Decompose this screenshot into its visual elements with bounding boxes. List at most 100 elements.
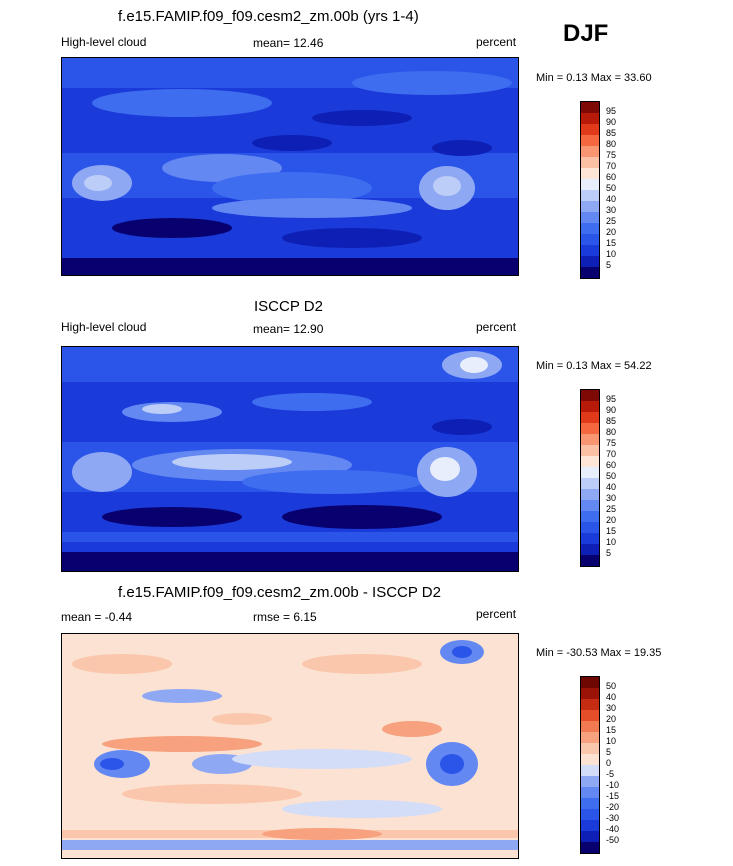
colorbar-swatch bbox=[581, 710, 599, 721]
colorbar-tick-label: -30 bbox=[606, 813, 620, 823]
season-label: DJF bbox=[563, 20, 609, 47]
colorbar-tick-label: 85 bbox=[606, 416, 617, 426]
colorbar-swatch bbox=[581, 157, 599, 168]
colorbar-tick-label: 90 bbox=[606, 405, 617, 415]
colorbar-swatch bbox=[581, 699, 599, 710]
panel1-variable-label: High-level cloud bbox=[61, 35, 147, 49]
colorbar-tick-label: 90 bbox=[606, 117, 617, 127]
colorbar-tick-label: 5 bbox=[606, 260, 612, 270]
colorbar-tick-label: 70 bbox=[606, 449, 617, 459]
colorbar-swatch bbox=[581, 776, 599, 787]
colorbar-swatch bbox=[581, 434, 599, 445]
colorbar-swatch bbox=[581, 212, 599, 223]
panel1-field bbox=[62, 58, 518, 275]
colorbar-swatch bbox=[581, 831, 599, 842]
panel2-units: percent bbox=[476, 320, 517, 334]
colorbar-swatch bbox=[581, 179, 599, 190]
colorbar-tick-label: 30 bbox=[606, 703, 617, 713]
colorbar-tick-label: 15 bbox=[606, 526, 617, 536]
colorbar-tick-label: 70 bbox=[606, 161, 617, 171]
colorbar-swatch bbox=[581, 478, 599, 489]
colorbar-swatch bbox=[581, 555, 599, 566]
colorbar-swatch bbox=[581, 721, 599, 732]
colorbar-swatch bbox=[581, 445, 599, 456]
colorbar-swatch bbox=[581, 754, 599, 765]
colorbar-swatch bbox=[581, 732, 599, 743]
colorbar-swatch bbox=[581, 533, 599, 544]
colorbar-tick-label: 20 bbox=[606, 227, 617, 237]
panel2-variable-label: High-level cloud bbox=[61, 320, 147, 334]
colorbar-tick-label: 50 bbox=[606, 471, 617, 481]
colorbar-tick-label: 60 bbox=[606, 172, 617, 182]
panel2-map bbox=[61, 346, 519, 572]
colorbar-tick-label: -5 bbox=[606, 769, 615, 779]
colorbar-swatch bbox=[581, 820, 599, 831]
colorbar-tick-label: 50 bbox=[606, 183, 617, 193]
colorbar-tick-label: 10 bbox=[606, 537, 617, 547]
colorbar-tick-label: -20 bbox=[606, 802, 620, 812]
colorbar-swatch bbox=[581, 390, 599, 401]
colorbar-tick-label: 10 bbox=[606, 736, 617, 746]
panel1-minmax: Min = 0.13 Max = 33.60 bbox=[536, 72, 652, 84]
colorbar-swatch bbox=[581, 765, 599, 776]
colorbar-swatch bbox=[581, 809, 599, 820]
colorbar-tick-label: 60 bbox=[606, 460, 617, 470]
colorbar-tick-label: -15 bbox=[606, 791, 620, 801]
colorbar-swatch bbox=[581, 677, 599, 688]
panel3-rmse: rmse = 6.15 bbox=[253, 610, 317, 624]
colorbar-tick-label: 40 bbox=[606, 482, 617, 492]
colorbar-tick-label: 80 bbox=[606, 427, 617, 437]
colorbar-swatch bbox=[581, 267, 599, 278]
colorbar-tick-label: 10 bbox=[606, 249, 617, 259]
colorbar-tick-label: 0 bbox=[606, 758, 612, 768]
colorbar-tick-label: 30 bbox=[606, 205, 617, 215]
colorbar-swatch bbox=[581, 102, 599, 113]
colorbar-tick-label: 40 bbox=[606, 194, 617, 204]
colorbar-tick-label: -50 bbox=[606, 835, 620, 845]
panel1-mean: mean= 12.46 bbox=[253, 36, 324, 50]
colorbar-tick-label: -10 bbox=[606, 780, 620, 790]
panel3-map bbox=[61, 633, 519, 859]
colorbar-swatch bbox=[581, 489, 599, 500]
colorbar-swatch bbox=[581, 544, 599, 555]
colorbar-tick-label: 20 bbox=[606, 714, 617, 724]
colorbar-swatch bbox=[581, 256, 599, 267]
colorbar-tick-label: 40 bbox=[606, 692, 617, 702]
colorbar-tick-label: 95 bbox=[606, 394, 617, 404]
colorbar-tick-label: 75 bbox=[606, 438, 617, 448]
colorbar-swatch bbox=[581, 412, 599, 423]
colorbar-swatch bbox=[581, 401, 599, 412]
panel2-field bbox=[62, 347, 518, 571]
colorbar-tick-label: 20 bbox=[606, 515, 617, 525]
colorbar-swatch bbox=[581, 135, 599, 146]
panel2-title: ISCCP D2 bbox=[254, 298, 323, 315]
colorbar-swatch bbox=[581, 190, 599, 201]
colorbar-swatch bbox=[581, 842, 599, 853]
panel1-colorbar bbox=[580, 101, 600, 279]
colorbar-swatch bbox=[581, 798, 599, 809]
colorbar-swatch bbox=[581, 124, 599, 135]
panel3-units: percent bbox=[476, 607, 517, 621]
panel1-title: f.e15.FAMIP.f09_f09.cesm2_zm.00b (yrs 1-… bbox=[118, 8, 419, 25]
colorbar-swatch bbox=[581, 500, 599, 511]
panel2-colorbar bbox=[580, 389, 600, 567]
colorbar-tick-label: 50 bbox=[606, 681, 617, 691]
colorbar-tick-label: 80 bbox=[606, 139, 617, 149]
colorbar-swatch bbox=[581, 522, 599, 533]
colorbar-tick-label: 30 bbox=[606, 493, 617, 503]
colorbar-swatch bbox=[581, 423, 599, 434]
panel3-minmax: Min = -30.53 Max = 19.35 bbox=[536, 647, 662, 659]
colorbar-tick-label: 25 bbox=[606, 504, 617, 514]
colorbar-swatch bbox=[581, 787, 599, 798]
colorbar-swatch bbox=[581, 245, 599, 256]
colorbar-swatch bbox=[581, 113, 599, 124]
colorbar-swatch bbox=[581, 168, 599, 179]
colorbar-tick-label: 25 bbox=[606, 216, 617, 226]
colorbar-swatch bbox=[581, 467, 599, 478]
colorbar-tick-label: 85 bbox=[606, 128, 617, 138]
colorbar-swatch bbox=[581, 456, 599, 467]
panel3-mean: mean = -0.44 bbox=[61, 610, 133, 624]
panel2-mean: mean= 12.90 bbox=[253, 322, 324, 336]
colorbar-swatch bbox=[581, 146, 599, 157]
colorbar-swatch bbox=[581, 688, 599, 699]
